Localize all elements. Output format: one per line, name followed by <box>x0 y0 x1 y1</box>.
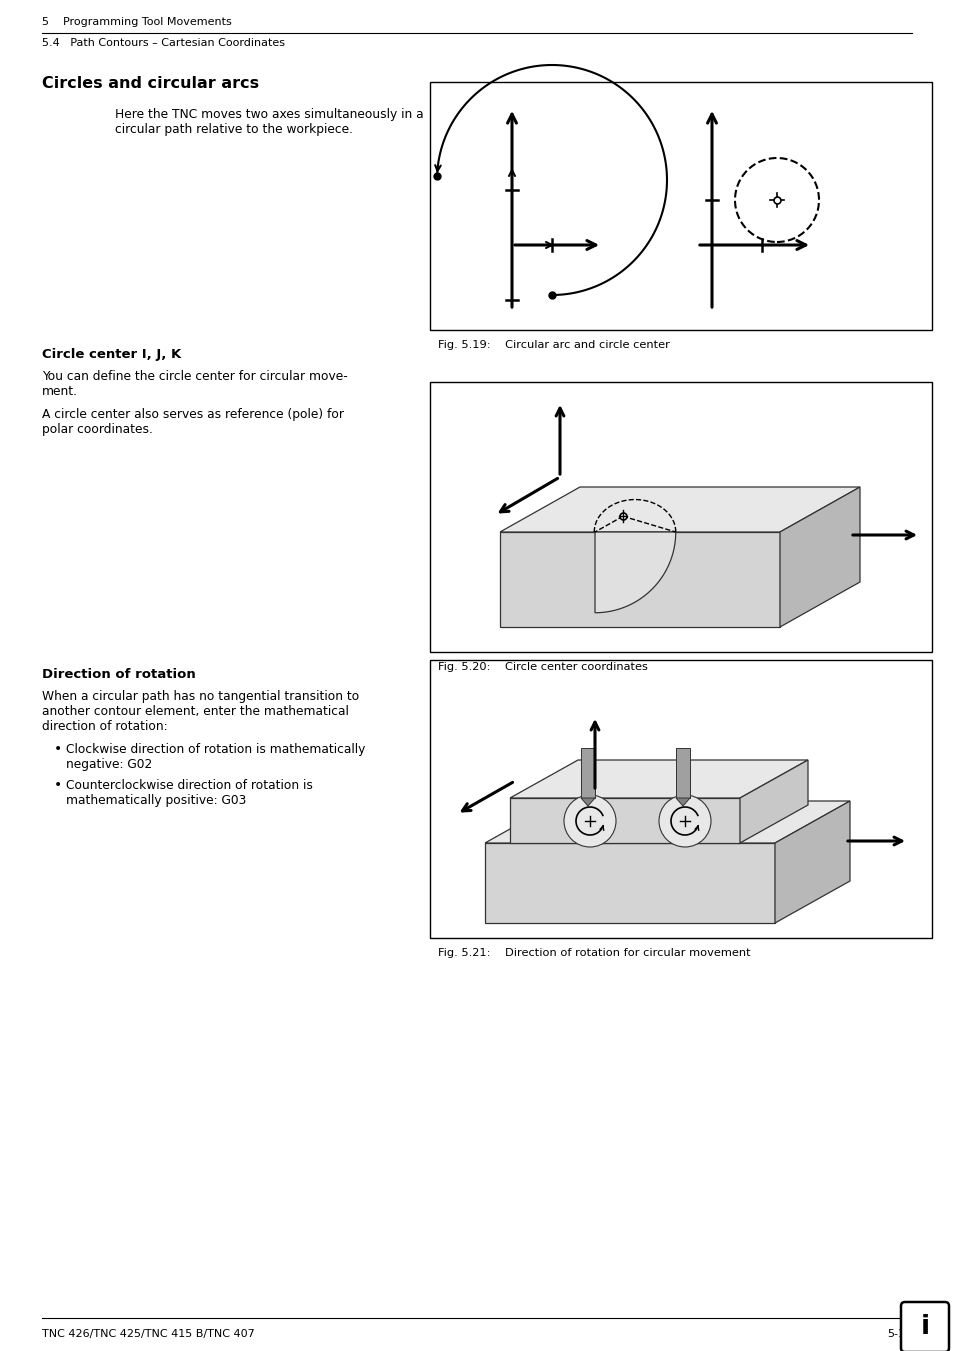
Text: direction of rotation:: direction of rotation: <box>42 720 168 734</box>
Text: Fig. 5.20:    Circle center coordinates: Fig. 5.20: Circle center coordinates <box>437 662 647 671</box>
Text: Circles and circular arcs: Circles and circular arcs <box>42 76 259 91</box>
Polygon shape <box>595 532 675 613</box>
Polygon shape <box>510 798 740 843</box>
Text: TNC 426/TNC 425/TNC 415 B/TNC 407: TNC 426/TNC 425/TNC 415 B/TNC 407 <box>42 1329 254 1339</box>
Polygon shape <box>676 798 689 807</box>
Polygon shape <box>499 486 859 532</box>
Text: circular path relative to the workpiece.: circular path relative to the workpiece. <box>115 123 353 136</box>
Polygon shape <box>740 761 807 843</box>
Text: mathematically positive: G03: mathematically positive: G03 <box>66 794 246 807</box>
Polygon shape <box>484 801 849 843</box>
Text: You can define the circle center for circular move-: You can define the circle center for cir… <box>42 370 348 382</box>
Bar <box>430 382 931 653</box>
Polygon shape <box>780 486 859 627</box>
Text: i: i <box>920 1315 928 1340</box>
Text: 5-15: 5-15 <box>886 1329 911 1339</box>
Text: Direction of rotation: Direction of rotation <box>42 667 195 681</box>
Text: Fig. 5.19:    Circular arc and circle center: Fig. 5.19: Circular arc and circle cente… <box>437 340 669 350</box>
Bar <box>430 82 931 330</box>
Text: Circle center I, J, K: Circle center I, J, K <box>42 349 181 361</box>
Text: 5    Programming Tool Movements: 5 Programming Tool Movements <box>42 18 232 27</box>
Text: Clockwise direction of rotation is mathematically: Clockwise direction of rotation is mathe… <box>66 743 365 757</box>
Text: negative: G02: negative: G02 <box>66 758 152 771</box>
Bar <box>676 748 689 798</box>
Circle shape <box>659 794 710 847</box>
Polygon shape <box>510 761 807 798</box>
Circle shape <box>563 794 616 847</box>
Bar <box>580 748 595 798</box>
Text: Here the TNC moves two axes simultaneously in a: Here the TNC moves two axes simultaneous… <box>115 108 423 122</box>
Bar <box>430 661 931 938</box>
Text: 5.4   Path Contours – Cartesian Coordinates: 5.4 Path Contours – Cartesian Coordinate… <box>42 38 285 49</box>
Polygon shape <box>580 798 595 807</box>
Polygon shape <box>774 801 849 923</box>
Text: When a circular path has no tangential transition to: When a circular path has no tangential t… <box>42 690 359 703</box>
Text: A circle center also serves as reference (pole) for: A circle center also serves as reference… <box>42 408 344 422</box>
Text: •: • <box>54 778 62 792</box>
Text: polar coordinates.: polar coordinates. <box>42 423 152 436</box>
Polygon shape <box>499 532 780 627</box>
Text: ment.: ment. <box>42 385 78 399</box>
Text: Counterclockwise direction of rotation is: Counterclockwise direction of rotation i… <box>66 780 313 792</box>
Text: •: • <box>54 742 62 757</box>
FancyBboxPatch shape <box>900 1302 948 1351</box>
Polygon shape <box>484 843 774 923</box>
Text: Fig. 5.21:    Direction of rotation for circular movement: Fig. 5.21: Direction of rotation for cir… <box>437 948 750 958</box>
Text: another contour element, enter the mathematical: another contour element, enter the mathe… <box>42 705 349 717</box>
